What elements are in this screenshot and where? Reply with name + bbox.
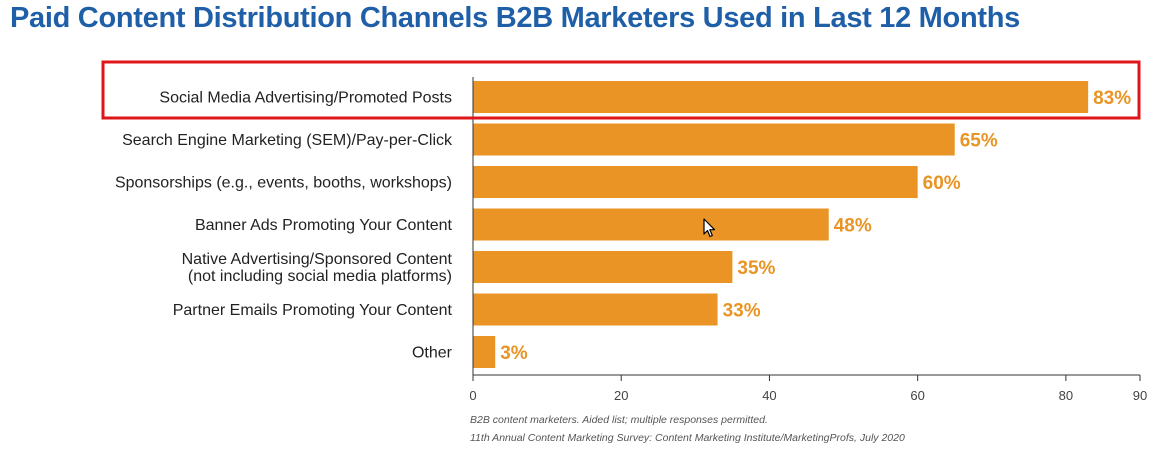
x-axis: 0 20 40 60 80 90 <box>469 77 1147 403</box>
value-label: 60% <box>923 173 961 194</box>
category-label: Sponsorships (e.g., events, booths, work… <box>115 175 452 192</box>
bar <box>473 336 496 368</box>
bar <box>473 251 733 283</box>
bar <box>473 208 829 241</box>
x-tick-label: 80 <box>1059 388 1073 403</box>
value-label: 3% <box>500 343 528 364</box>
category-label: Social Media Advertising/Promoted Posts <box>159 90 452 107</box>
category-label: Search Engine Marketing (SEM)/Pay-per-Cl… <box>122 132 453 149</box>
value-label: 33% <box>723 301 761 322</box>
value-label: 65% <box>960 131 998 152</box>
footnote-sample: B2B content marketers. Aided list; multi… <box>470 414 768 426</box>
chart-title: Paid Content Distribution Channels B2B M… <box>10 2 1020 34</box>
value-label: 35% <box>737 258 775 279</box>
x-tick-label: 20 <box>614 388 628 403</box>
category-label: Native Advertising/Sponsored Content (not… <box>182 251 453 285</box>
bar <box>473 166 918 198</box>
footnote-source: 11th Annual Content Marketing Survey: Co… <box>470 432 905 444</box>
bar <box>473 293 718 326</box>
category-labels-group: Social Media Advertising/Promoted Posts S… <box>115 90 453 362</box>
bars-group <box>473 81 1089 368</box>
value-labels-group: 83% 65% 60% 48% 35% 33% 3% <box>500 88 1131 364</box>
category-label: Banner Ads Promoting Your Content <box>195 217 453 234</box>
x-tick-label: 60 <box>910 388 924 403</box>
bar <box>473 123 955 156</box>
x-tick-label: 40 <box>762 388 776 403</box>
value-label: 48% <box>834 216 872 237</box>
x-tick-label: 0 <box>469 388 476 403</box>
category-label: Other <box>412 345 453 362</box>
x-tick-label: 90 <box>1133 388 1147 403</box>
highlight-box <box>101 60 1141 120</box>
category-label: Partner Emails Promoting Your Content <box>173 302 453 319</box>
mouse-pointer-icon <box>703 218 716 238</box>
bar <box>473 81 1089 113</box>
value-label: 83% <box>1093 88 1131 109</box>
